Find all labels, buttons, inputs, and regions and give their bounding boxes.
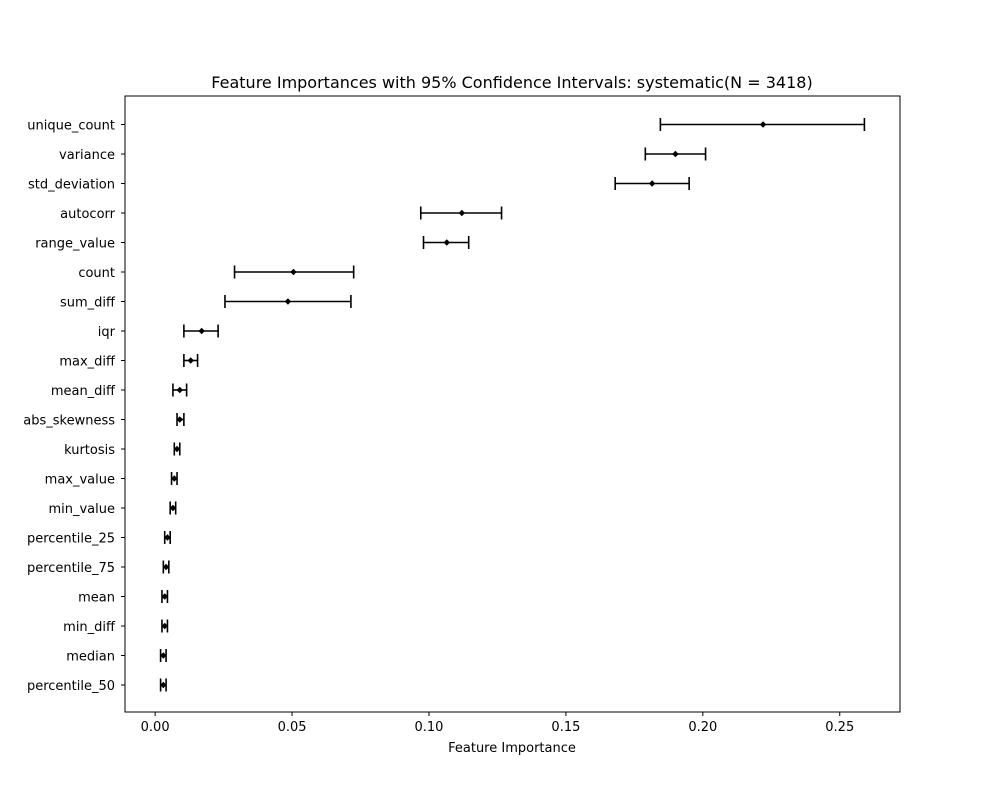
importance-point (164, 534, 171, 541)
x-axis: 0.00 0.05 0.10 0.15 0.20 0.25 (141, 712, 854, 735)
importance-point (290, 268, 297, 276)
chart-title: Feature Importances with 95% Confidence … (211, 73, 812, 92)
plot-area-frame (124, 95, 901, 713)
importance-point (161, 593, 168, 600)
importance-point (458, 209, 466, 217)
y-tick-label: autocorr (60, 207, 115, 222)
importance-point (161, 622, 168, 630)
x-tick-label: 0.25 (825, 720, 854, 735)
y-axis: unique_count variance std_deviationautocor… (23, 119, 125, 694)
y-tick-label: percentile_75 (27, 561, 115, 576)
y-tick-label: percentile_25 (27, 532, 115, 547)
x-tick-label: 0.05 (278, 720, 307, 735)
importance-point (169, 504, 177, 512)
importance-point (173, 445, 181, 453)
y-tick-label: max_value (45, 473, 115, 488)
importance-point (160, 681, 167, 689)
y-tick-label: max_diff (59, 355, 116, 370)
x-tick-label: 0.00 (141, 720, 170, 735)
importance-point (176, 386, 183, 394)
y-tick-label: kurtosis (64, 443, 115, 458)
x-tick-label: 0.10 (414, 720, 443, 735)
y-tick-label: abs_skewness (23, 414, 115, 429)
importance-point (759, 121, 767, 128)
y-tick-label: std_deviation (28, 178, 115, 193)
y-tick-label: variance (59, 148, 115, 163)
importance-point (176, 416, 183, 423)
importance-point (187, 357, 194, 364)
importance-point (672, 150, 679, 158)
importance-point (284, 298, 292, 305)
x-axis-label: Feature Importance (448, 741, 576, 756)
importance-point (443, 239, 450, 246)
y-tick-label: min_diff (63, 620, 116, 635)
importance-point (160, 652, 167, 659)
y-tick-label: median (66, 650, 115, 665)
y-tick-label: count (78, 266, 115, 281)
y-tick-label: range_value (35, 237, 115, 252)
importance-point (198, 327, 205, 335)
importance-point (171, 475, 178, 482)
importance-point (648, 180, 656, 187)
y-tick-label: percentile_50 (27, 679, 115, 694)
y-tick-label: mean_diff (51, 384, 116, 399)
x-tick-label: 0.15 (551, 720, 580, 735)
y-tick-label: mean (78, 591, 115, 606)
x-tick-label: 0.20 (688, 720, 717, 735)
y-tick-label: sum_diff (60, 296, 116, 311)
y-tick-label: min_value (48, 502, 115, 517)
y-tick-label: unique_count (27, 119, 115, 134)
y-tick-label: iqr (98, 325, 116, 340)
importance-point (162, 563, 170, 571)
errorbar-series (159, 118, 866, 692)
